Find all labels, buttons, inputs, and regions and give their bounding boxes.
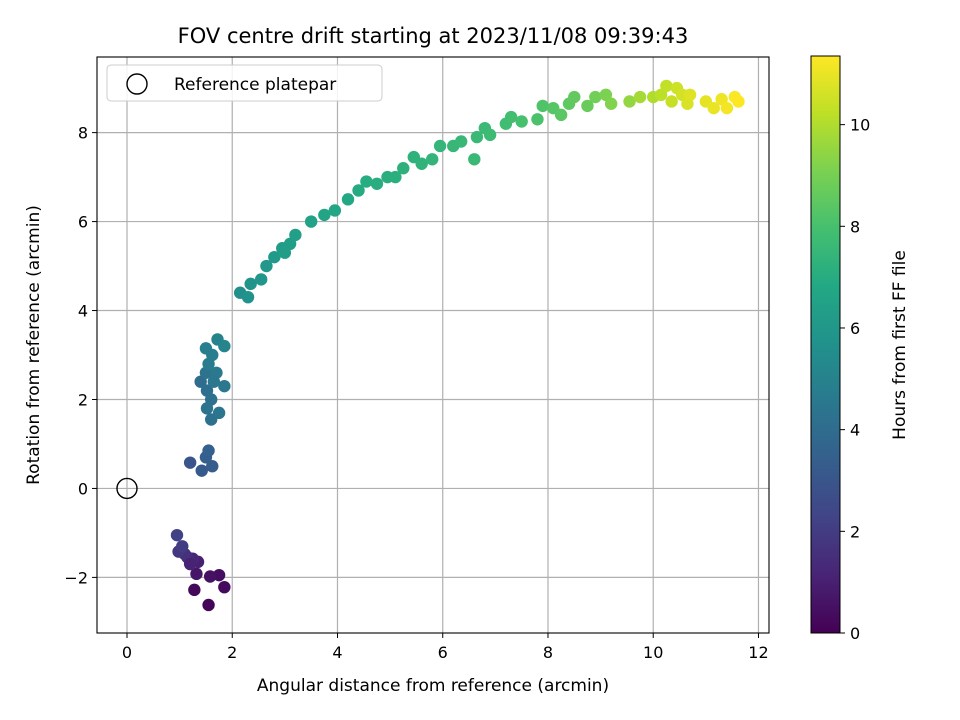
data-point [218, 580, 231, 594]
data-point [581, 99, 594, 113]
data-point [683, 88, 697, 102]
data-point [318, 208, 331, 222]
legend-box [106, 64, 383, 102]
data-point [202, 444, 215, 457]
colorbar-tick-label: 2 [850, 522, 860, 541]
data-point [170, 528, 184, 542]
colorbar [811, 56, 840, 633]
data-point [454, 135, 468, 148]
data-point [665, 95, 678, 108]
data-point [218, 379, 231, 393]
colorbar-frame [810, 55, 841, 634]
data-point [732, 95, 745, 108]
data-point [360, 175, 373, 188]
data-point [328, 204, 342, 217]
data-point [289, 228, 302, 242]
x-ticks: 0 2 4 6 8 10 12 [122, 633, 769, 662]
data-point [268, 250, 281, 264]
data-point [202, 598, 215, 612]
data-point [254, 273, 268, 286]
data-point [212, 406, 226, 420]
data-point [241, 290, 255, 304]
y-axis-label: Rotation from reference (arcmin) [24, 205, 44, 485]
x-tick-label: 0 [122, 643, 132, 662]
colorbar-label: Hours from first FF file [890, 250, 910, 440]
data-point [341, 193, 355, 206]
data-point [504, 110, 518, 124]
data-point [195, 464, 208, 477]
y-tick-label: 6 [78, 213, 88, 232]
x-tick-label: 8 [543, 643, 553, 662]
data-point [389, 170, 402, 184]
data-point [604, 97, 618, 110]
data-point [260, 259, 273, 273]
data-point [720, 101, 734, 115]
data-point [218, 339, 231, 353]
data-point [203, 570, 217, 583]
grid [97, 57, 769, 633]
reference-point [116, 477, 138, 500]
data-point [589, 90, 602, 104]
y-tick-label: 0 [78, 479, 88, 498]
data-point [415, 157, 428, 170]
x-axis-label: Angular distance from reference (arcmin) [257, 676, 609, 696]
reference-marker [116, 477, 138, 500]
data-point [206, 460, 219, 473]
colorbar-tick-label: 10 [850, 116, 870, 135]
data-point [183, 557, 197, 571]
data-point [200, 402, 214, 415]
data-point [483, 128, 497, 142]
plot-frame [96, 56, 770, 634]
data-point [531, 113, 544, 126]
x-tick-label: 4 [332, 643, 342, 662]
data-point [278, 246, 292, 259]
data-point [568, 90, 581, 104]
data-point [536, 99, 549, 113]
chart-title: FOV centre drift starting at 2023/11/08 … [178, 24, 689, 48]
colorbar-tick-label: 8 [850, 217, 860, 236]
data-point [707, 101, 720, 115]
data-point [183, 456, 197, 469]
y-tick-label: 4 [78, 302, 88, 321]
data-point [190, 567, 203, 581]
data-point [199, 342, 213, 355]
x-tick-label: 10 [643, 643, 663, 662]
data-point [397, 161, 410, 175]
legend: Reference platepar [106, 64, 383, 102]
data-point [623, 95, 636, 108]
x-tick-label: 2 [227, 643, 237, 662]
data-point [176, 540, 189, 553]
data-point [188, 583, 201, 597]
data-point [207, 375, 221, 388]
x-tick-label: 6 [438, 643, 448, 662]
colorbar-tick-label: 6 [850, 319, 860, 338]
x-tick-label: 12 [748, 643, 768, 662]
data-point [370, 177, 384, 190]
data-point [433, 139, 447, 153]
legend-marker-icon [126, 73, 148, 95]
data-point [470, 130, 484, 144]
y-tick-label: 2 [78, 390, 88, 409]
data-points [170, 79, 745, 612]
y-tick-label: −2 [64, 568, 88, 587]
data-point [554, 108, 568, 122]
y-ticks: −2 0 2 4 6 8 [64, 124, 97, 587]
data-point [352, 184, 365, 197]
colorbar-tick-label: 4 [850, 421, 860, 440]
data-point [468, 153, 481, 166]
data-point [426, 153, 439, 166]
data-point [304, 215, 318, 228]
data-point [244, 277, 257, 291]
data-point [660, 79, 673, 93]
colorbar-tick-label: 0 [850, 624, 860, 643]
y-tick-label: 8 [78, 124, 88, 143]
colorbar-ticks: 0 2 4 6 8 10 [840, 116, 870, 643]
data-point [633, 90, 647, 104]
legend-label: Reference platepar [174, 75, 336, 95]
data-point [515, 115, 528, 128]
